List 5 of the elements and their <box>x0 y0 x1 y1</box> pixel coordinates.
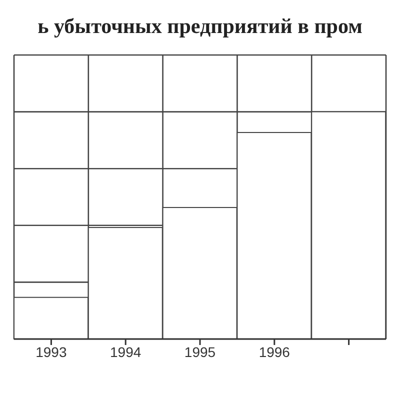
x-tick-label: 1993 <box>36 344 67 360</box>
x-tick-label: 1996 <box>258 344 290 360</box>
chart-title: ь убыточных предприятий в пром <box>36 14 364 39</box>
x-tick-label: 1994 <box>110 344 142 360</box>
x-tick-label: 1995 <box>184 344 216 360</box>
